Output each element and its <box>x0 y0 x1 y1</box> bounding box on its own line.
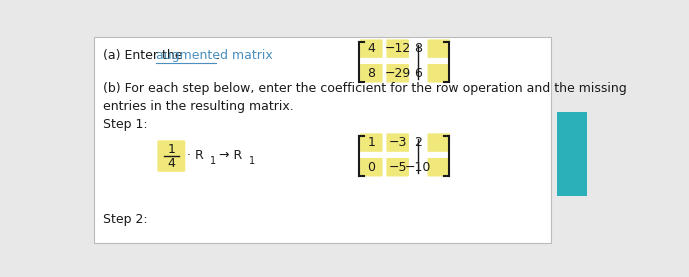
Text: 1: 1 <box>167 143 175 156</box>
FancyBboxPatch shape <box>360 158 382 176</box>
Text: 4: 4 <box>167 157 175 170</box>
Text: −3: −3 <box>389 136 407 149</box>
FancyBboxPatch shape <box>387 39 409 58</box>
Text: · R: · R <box>187 149 204 162</box>
Text: 8: 8 <box>414 42 422 55</box>
Text: −12: −12 <box>384 42 411 55</box>
Text: 1: 1 <box>249 156 255 166</box>
Text: 1: 1 <box>367 136 376 149</box>
FancyBboxPatch shape <box>387 133 409 152</box>
FancyBboxPatch shape <box>360 39 382 58</box>
FancyBboxPatch shape <box>387 64 409 83</box>
Text: (b) For each step below, enter the coefficient for the row operation and the mis: (b) For each step below, enter the coeff… <box>103 82 627 95</box>
Text: 2: 2 <box>414 136 422 149</box>
FancyBboxPatch shape <box>387 158 409 176</box>
Text: (a) Enter the: (a) Enter the <box>103 49 187 62</box>
FancyBboxPatch shape <box>427 39 450 58</box>
FancyBboxPatch shape <box>557 112 587 196</box>
FancyBboxPatch shape <box>427 133 450 152</box>
Text: 1: 1 <box>210 156 216 166</box>
FancyBboxPatch shape <box>360 133 382 152</box>
FancyBboxPatch shape <box>360 64 382 83</box>
FancyBboxPatch shape <box>427 64 450 83</box>
Text: −5: −5 <box>389 161 407 174</box>
Text: 6: 6 <box>414 67 422 80</box>
Text: 0: 0 <box>367 161 376 174</box>
FancyBboxPatch shape <box>157 140 185 172</box>
Text: −29: −29 <box>384 67 411 80</box>
Text: entries in the resulting matrix.: entries in the resulting matrix. <box>103 100 294 113</box>
Text: Step 2:: Step 2: <box>103 213 148 226</box>
Text: .: . <box>216 49 220 62</box>
FancyBboxPatch shape <box>427 158 450 176</box>
Text: augmented matrix: augmented matrix <box>156 49 273 62</box>
Text: 8: 8 <box>367 67 376 80</box>
Text: −10: −10 <box>404 161 431 174</box>
FancyBboxPatch shape <box>94 37 551 243</box>
Text: 4: 4 <box>367 42 376 55</box>
Text: Step 1:: Step 1: <box>103 118 148 131</box>
Text: → R: → R <box>219 149 243 162</box>
